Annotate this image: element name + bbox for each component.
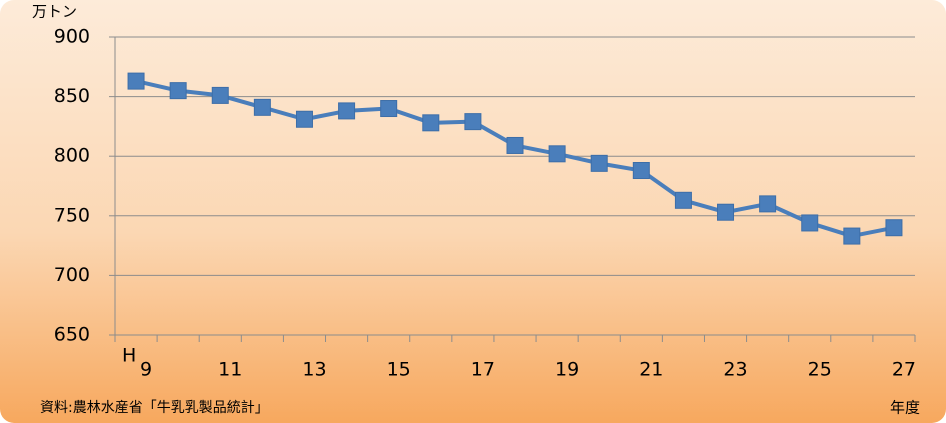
series-line bbox=[135, 79, 895, 239]
data-point bbox=[253, 98, 271, 116]
x-tick-label: 11 bbox=[218, 359, 242, 381]
data-point bbox=[127, 72, 145, 90]
data-point bbox=[380, 100, 398, 118]
x-tick-label: 9 bbox=[140, 359, 152, 381]
data-point bbox=[464, 113, 482, 131]
data-point bbox=[717, 203, 735, 221]
x-prefix: H bbox=[122, 345, 136, 367]
data-point bbox=[295, 110, 313, 128]
x-tick-label: 27 bbox=[892, 359, 916, 381]
x-axis-label: 年度 bbox=[890, 399, 920, 417]
y-tick-label: 850 bbox=[54, 85, 90, 107]
data-point bbox=[506, 136, 524, 154]
y-tick-label: 750 bbox=[54, 204, 90, 226]
x-tick-label: 19 bbox=[555, 359, 579, 381]
x-tick-label: 15 bbox=[387, 359, 411, 381]
data-point bbox=[843, 227, 861, 245]
source-note: 資料:農林水産省「牛乳乳製品統計」 bbox=[40, 400, 269, 416]
data-point bbox=[674, 191, 692, 209]
data-point bbox=[211, 86, 229, 104]
data-point bbox=[548, 145, 566, 163]
x-tick-label: 13 bbox=[302, 359, 326, 381]
unit-label: 万トン bbox=[32, 3, 77, 21]
x-tick-label: 21 bbox=[639, 359, 663, 381]
x-tick-label: 25 bbox=[808, 359, 832, 381]
y-tick-label: 700 bbox=[54, 264, 90, 286]
y-tick-label: 900 bbox=[54, 26, 90, 48]
data-point bbox=[169, 82, 187, 100]
y-tick-label: 650 bbox=[54, 324, 90, 346]
data-point bbox=[422, 114, 440, 132]
data-point bbox=[801, 214, 819, 232]
y-tick-label: 800 bbox=[54, 145, 90, 167]
x-tick-label: 17 bbox=[471, 359, 495, 381]
data-point bbox=[590, 154, 608, 172]
data-point bbox=[759, 195, 777, 213]
data-point bbox=[885, 219, 903, 237]
data-point bbox=[338, 102, 356, 120]
data-point bbox=[632, 162, 650, 180]
x-tick-label: 23 bbox=[723, 359, 747, 381]
